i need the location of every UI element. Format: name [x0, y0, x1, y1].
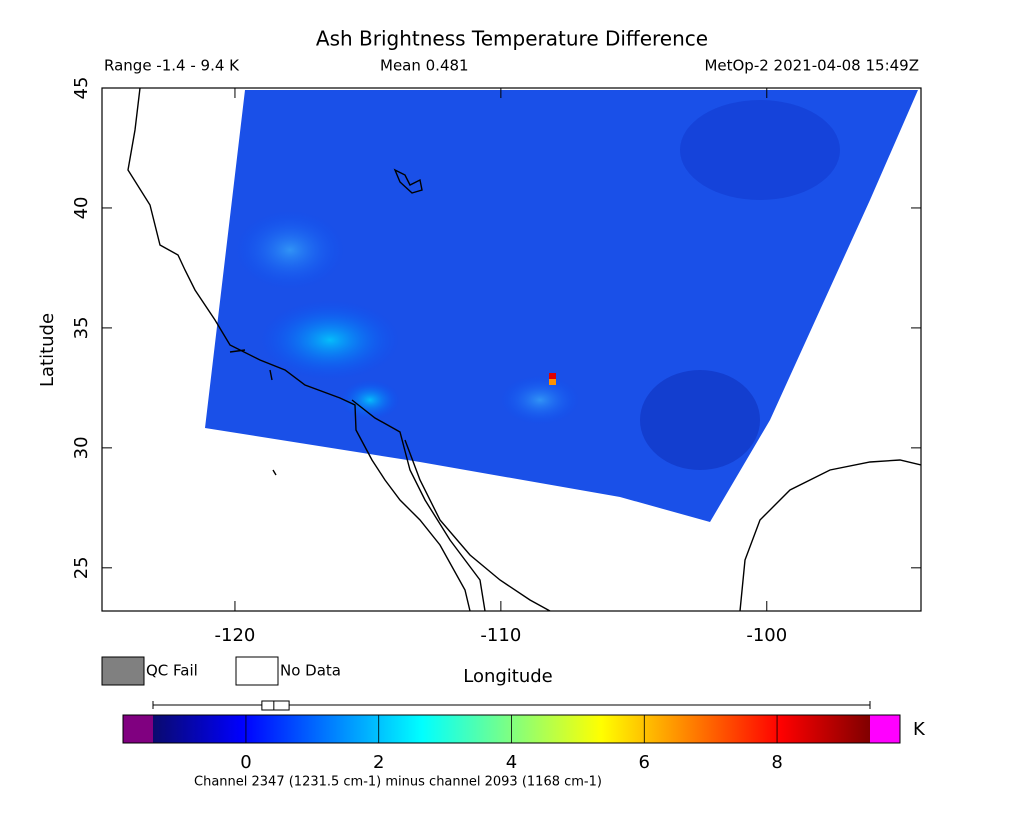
colorbar-caption: Channel 2347 (1231.5 cm-1) minus channel…	[194, 775, 602, 790]
mean-text: Mean 0.481	[380, 57, 469, 75]
legend-label: No Data	[280, 662, 341, 680]
x-tick-label: -120	[215, 625, 256, 646]
y-tick-label: 30	[71, 436, 92, 459]
source-text: MetOp-2 2021-04-08 15:49Z	[704, 57, 919, 75]
coastline	[404, 439, 551, 611]
legend-swatch	[101, 656, 145, 686]
y-tick-label: 40	[71, 197, 92, 220]
colorbar-over	[870, 715, 900, 743]
title: Ash Brightness Temperature Difference	[316, 27, 708, 51]
y-tick-label: 45	[71, 77, 92, 100]
map	[127, 88, 921, 611]
legend-label: QC Fail	[146, 662, 198, 680]
colorbar-tick-label: 2	[373, 752, 384, 773]
swath-texture	[235, 100, 840, 470]
plot-frame	[101, 87, 922, 612]
x-axis-label: Longitude	[463, 666, 553, 687]
y-axis-label: Latitude	[37, 313, 58, 387]
colorbar-under	[123, 715, 153, 743]
coastline	[127, 88, 471, 611]
range-text: Range -1.4 - 9.4 K	[104, 57, 240, 75]
lake	[393, 168, 423, 194]
legend-swatch	[235, 656, 279, 686]
island	[229, 349, 277, 476]
y-tick-label: 35	[71, 316, 92, 339]
coastline	[739, 459, 921, 611]
y-tick-label: 25	[71, 556, 92, 579]
colorbar-tick-label: 8	[771, 752, 782, 773]
x-tick-label: -100	[746, 625, 787, 646]
colorbar-tick-label: 0	[240, 752, 251, 773]
colorbar-tick-label: 6	[639, 752, 650, 773]
colorbar-tick-label: 4	[506, 752, 517, 773]
colorbar-unit: K	[913, 719, 926, 740]
box	[261, 700, 290, 711]
coastline	[351, 399, 486, 611]
x-tick-label: -110	[480, 625, 521, 646]
